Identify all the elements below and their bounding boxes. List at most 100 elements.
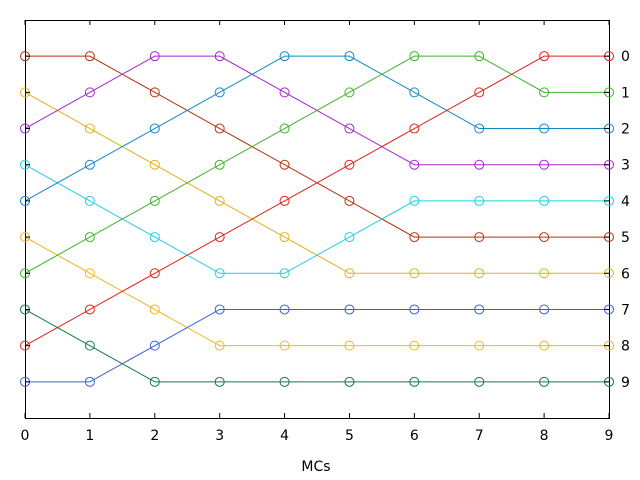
y-tick-label-5: 5 [621,230,630,246]
y-tick-label-0: 0 [621,49,630,65]
data-point-s6-x6 [409,51,420,62]
x-axis-ticks: 0 1 2 3 4 5 6 7 8 9 [21,20,614,444]
data-point-s6-x5 [344,87,355,98]
data-point-s1-x5 [344,268,355,279]
data-point-s7-x4 [279,376,290,387]
data-point-s7-x1 [84,340,95,351]
data-point-s1-x1 [84,123,95,134]
data-point-s0-x2 [149,87,160,98]
data-point-s3-x6 [409,195,420,206]
data-point-s2-x5 [344,123,355,134]
y-tick-label-1: 1 [621,85,630,101]
right-y-axis-ticks: 0 1 2 3 4 5 6 7 8 9 [25,49,630,391]
series-9 [20,304,614,387]
data-point-s3-x8 [539,195,550,206]
data-point-s9-x6 [409,304,420,315]
x-tick-label-0: 0 [21,428,30,444]
y-tick-label-4: 4 [621,194,630,210]
data-point-s3-x3 [214,268,225,279]
data-point-s7-x5 [344,376,355,387]
data-point-s4-x3 [214,87,225,98]
data-point-s5-x8 [539,340,550,351]
data-point-s8-x2 [149,268,160,279]
data-point-s4-x1 [84,159,95,170]
data-point-s3-x2 [149,232,160,243]
x-tick-label-2: 2 [150,428,159,444]
data-point-s6-x3 [214,159,225,170]
data-point-s7-x7 [474,376,485,387]
data-point-s9-x4 [279,304,290,315]
data-point-s1-x2 [149,159,160,170]
data-point-s5-x6 [409,340,420,351]
data-point-s2-x7 [474,159,485,170]
data-point-s9-x5 [344,304,355,315]
data-point-s1-x3 [214,195,225,206]
data-point-s5-x4 [279,340,290,351]
data-point-s9-x3 [214,304,225,315]
data-point-s8-x4 [279,195,290,206]
data-point-s3-x7 [474,195,485,206]
data-point-s7-x6 [409,376,420,387]
data-point-s8-x6 [409,123,420,134]
data-point-s5-x1 [84,268,95,279]
data-point-s0-x4 [279,159,290,170]
y-tick-label-3: 3 [621,158,630,174]
data-point-s0-x7 [474,232,485,243]
data-point-s8-x7 [474,87,485,98]
y-tick-label-9: 9 [621,375,630,391]
data-point-s6-x8 [539,87,550,98]
data-point-s2-x4 [279,87,290,98]
data-point-s9-x8 [539,304,550,315]
series-4 [20,51,614,206]
data-point-s0-x8 [539,232,550,243]
y-tick-label-8: 8 [621,339,630,355]
data-point-s0-x6 [409,232,420,243]
series-8 [20,51,614,351]
data-point-s4-x8 [539,123,550,134]
data-point-s7-x2 [149,376,160,387]
data-point-s2-x1 [84,87,95,98]
y-tick-label-7: 7 [621,302,630,318]
data-point-s1-x6 [409,268,420,279]
data-point-s8-x1 [84,304,95,315]
x-tick-label-9: 9 [605,428,614,444]
data-point-s4-x5 [344,51,355,62]
x-tick-label-5: 5 [345,428,354,444]
data-point-s5-x7 [474,340,485,351]
x-tick-label-7: 7 [475,428,484,444]
data-point-s0-x1 [84,51,95,62]
data-point-s5-x3 [214,340,225,351]
data-point-s6-x7 [474,51,485,62]
data-point-s2-x8 [539,159,550,170]
data-point-s3-x5 [344,232,355,243]
data-point-s3-x4 [279,268,290,279]
data-point-s1-x7 [474,268,485,279]
x-tick-label-6: 6 [410,428,419,444]
data-point-s2-x2 [149,51,160,62]
series-layer [20,51,614,387]
data-point-s6-x2 [149,195,160,206]
data-point-s7-x3 [214,376,225,387]
x-axis-label: MCs [301,459,330,475]
data-point-s0-x3 [214,123,225,134]
data-point-s3-x1 [84,195,95,206]
y-tick-label-2: 2 [621,122,630,138]
data-point-s6-x4 [279,123,290,134]
data-point-s1-x4 [279,232,290,243]
data-point-s9-x1 [84,376,95,387]
x-tick-label-1: 1 [85,428,94,444]
data-point-s5-x2 [149,304,160,315]
data-point-s7-x8 [539,376,550,387]
data-point-s1-x8 [539,268,550,279]
data-point-s8-x8 [539,51,550,62]
data-point-s9-x2 [149,340,160,351]
data-point-s4-x2 [149,123,160,134]
data-point-s2-x3 [214,51,225,62]
data-point-s4-x7 [474,123,485,134]
data-point-s8-x3 [214,232,225,243]
series-line-9 [25,308,609,383]
series-line-8 [24,55,609,347]
data-point-s9-x7 [474,304,485,315]
y-tick-label-6: 6 [621,266,630,282]
x-tick-label-4: 4 [280,428,289,444]
